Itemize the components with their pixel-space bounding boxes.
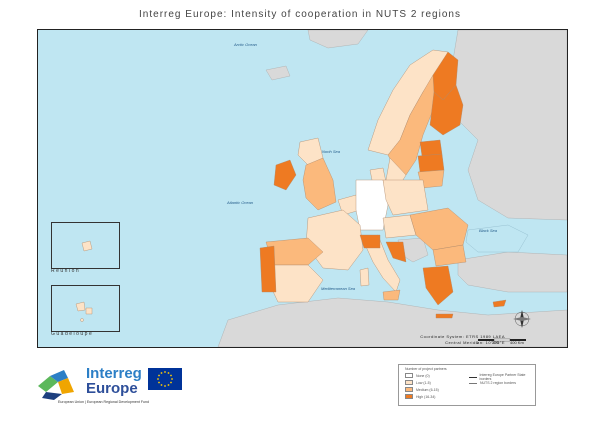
land-italy-north xyxy=(359,234,381,249)
legend-title: Number of project partners xyxy=(405,367,447,371)
eu-flag-icon xyxy=(148,368,182,390)
legend-partner-borders: Interreg Europe Partner State borders xyxy=(469,373,535,381)
legend-line-partner xyxy=(469,376,477,378)
legend-label-nuts-borders: NUTS 2 region borders xyxy=(480,381,516,385)
land-england xyxy=(302,157,337,211)
legend-line-nuts xyxy=(469,382,477,384)
land-estonia xyxy=(419,139,443,157)
legend-label-high: High (16-34) xyxy=(416,394,436,399)
inset-reunion[interactable] xyxy=(51,222,120,269)
land-turkey xyxy=(457,251,567,293)
legend-swatch-low xyxy=(405,380,413,385)
legend-item-none: None (0) xyxy=(405,373,430,378)
land-latvia xyxy=(417,153,445,173)
land-sardinia xyxy=(359,267,370,287)
land-germany xyxy=(355,179,389,231)
inset-guadeloupe[interactable] xyxy=(51,285,120,332)
page-title: Interreg Europe: Intensity of cooperatio… xyxy=(139,9,461,20)
black-sea xyxy=(465,224,529,253)
legend-label-low: Low (1-5) xyxy=(416,380,431,385)
logo-line1: Interreg xyxy=(86,365,142,382)
logo-subtitle: European Union | European Regional Devel… xyxy=(58,400,150,404)
central-meridian-text: Central Meridian: 10°0'0"E xyxy=(445,340,505,345)
legend-item-medium: Medium (6-15) xyxy=(405,387,439,392)
legend-label-partner-borders: Interreg Europe Partner State borders xyxy=(479,373,526,381)
scale-bar: 0 200 400 Km xyxy=(476,332,530,348)
europe-map[interactable] xyxy=(38,30,567,347)
land-poland xyxy=(382,179,429,216)
scale-label-end: 400 Km xyxy=(510,340,524,345)
legend-nuts-borders: NUTS 2 region borders xyxy=(469,381,516,385)
map-legend: Number of project partners None (0) Low … xyxy=(398,364,536,406)
legend-item-high: High (16-34) xyxy=(405,394,435,399)
land-sicily xyxy=(382,289,401,301)
interreg-europe-logo: Interreg Europe European Union | Europea… xyxy=(36,364,196,409)
land-greenland-north xyxy=(307,30,369,49)
coordinate-system-text: Coordinate System: ETRS 1989 LAEA xyxy=(420,334,505,339)
legend-label-medium: Medium (6-15) xyxy=(416,387,439,392)
land-france xyxy=(305,209,364,271)
land-spain-south xyxy=(269,264,324,303)
land-crete xyxy=(435,313,454,319)
interreg-mark-icon xyxy=(38,370,74,400)
land-bulgaria xyxy=(432,244,467,267)
logo-line2: Europe xyxy=(86,380,138,397)
land-finland-south xyxy=(429,84,464,136)
scale-label-mid: 200 xyxy=(492,340,499,345)
land-greece xyxy=(422,265,454,306)
inset-guadeloupe-label: Guadeloupe xyxy=(51,331,94,337)
legend-swatch-medium xyxy=(405,387,413,392)
land-cyprus xyxy=(492,299,507,308)
arctic-ocean-label: Arctic Ocean xyxy=(234,42,257,47)
north-sea-label: North Sea xyxy=(322,149,341,154)
map-frame[interactable]: Arctic Ocean North Sea Atlantic Ocean Bl… xyxy=(37,29,568,348)
land-croatia xyxy=(385,241,407,263)
land-portugal xyxy=(259,245,277,293)
atlantic-ocean-label: Atlantic Ocean xyxy=(227,200,254,205)
legend-item-low: Low (1-5) xyxy=(405,380,431,385)
land-russia xyxy=(447,30,567,221)
land-iceland xyxy=(265,65,291,81)
black-sea-label: Black Sea xyxy=(479,228,498,233)
legend-swatch-high xyxy=(405,394,413,399)
legend-label-none: None (0) xyxy=(416,373,430,378)
north-arrow-icon xyxy=(513,310,531,328)
mediterranean-sea-label: Mediterranean Sea xyxy=(321,286,356,291)
land-ireland xyxy=(273,159,297,191)
scale-label-zero: 0 xyxy=(476,340,479,345)
inset-reunion-label: Réunion xyxy=(51,268,81,274)
legend-swatch-none xyxy=(405,373,413,378)
